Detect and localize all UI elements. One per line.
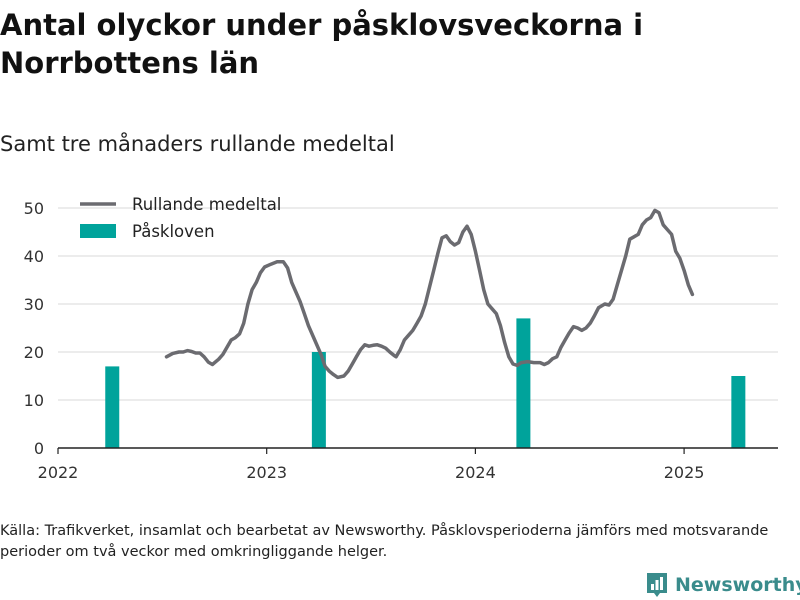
legend-swatch-bar bbox=[80, 224, 116, 238]
y-tick-label: 50 bbox=[24, 199, 44, 218]
y-tick-label: 30 bbox=[24, 295, 44, 314]
logo-text: Newsworthy bbox=[675, 574, 800, 596]
chart-logo-icon bbox=[647, 573, 667, 597]
bar-paskloven bbox=[516, 318, 531, 448]
chart-subtitle: Samt tre månaders rullande medeltal bbox=[0, 132, 395, 156]
x-tick-label: 2023 bbox=[246, 463, 287, 482]
source-note: Källa: Trafikverket, insamlat och bearbe… bbox=[0, 523, 769, 560]
legend: Rullande medeltal Påskloven bbox=[80, 195, 281, 241]
y-tick-label: 20 bbox=[24, 343, 44, 362]
y-tick-label: 0 bbox=[34, 439, 44, 458]
y-tick-label: 10 bbox=[24, 391, 44, 410]
x-axis-ticks: 2022 2023 2024 2025 bbox=[38, 448, 705, 482]
y-axis-labels: 0 10 20 30 40 50 bbox=[24, 199, 44, 458]
bar-paskloven bbox=[311, 352, 326, 448]
x-tick-label: 2022 bbox=[38, 463, 79, 482]
line-series-rullande-medeltal bbox=[164, 208, 695, 380]
bar-paskloven bbox=[731, 376, 746, 448]
newsworthy-logo: Newsworthy bbox=[645, 570, 800, 600]
x-tick-label: 2024 bbox=[455, 463, 496, 482]
x-tick-label: 2025 bbox=[664, 463, 705, 482]
y-tick-label: 40 bbox=[24, 247, 44, 266]
legend-label-rullande-medeltal: Rullande medeltal bbox=[132, 195, 281, 214]
chart-title: Antal olyckor under påsklovsveckorna i N… bbox=[0, 8, 644, 80]
bar-paskloven bbox=[105, 366, 120, 448]
legend-label-paskloven: Påskloven bbox=[132, 222, 215, 241]
bar-series bbox=[105, 318, 746, 448]
